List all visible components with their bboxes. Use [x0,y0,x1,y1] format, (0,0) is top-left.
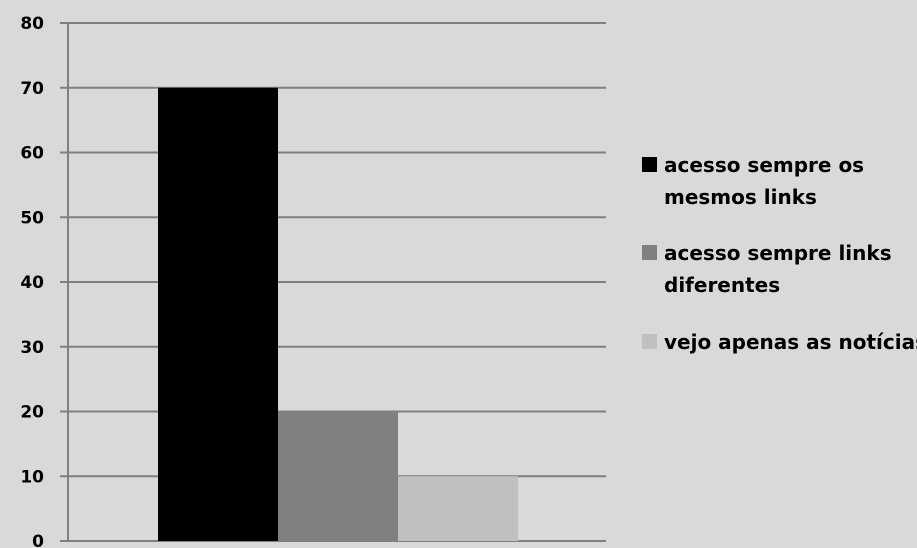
legend-label: vejo apenas as notícias [664,330,917,354]
legend-swatch [642,245,657,260]
bar [398,476,518,541]
y-tick-label: 40 [20,273,44,293]
legend-swatch [642,157,657,172]
y-tick-label: 10 [20,467,44,487]
bars [158,87,518,541]
legend-item: vejo apenas as notícias [642,330,917,354]
y-tick-label: 0 [32,532,44,548]
gridlines [60,22,606,542]
legend-swatch [642,334,657,349]
bar [278,411,398,541]
y-tick-label: 20 [20,403,44,423]
y-axis-tick-labels: 0 10 20 30 40 50 60 70 80 [20,14,44,548]
y-tick-label: 70 [20,79,44,99]
legend-label: acesso sempre links [664,241,892,265]
legend-label: diferentes [664,273,780,297]
legend-item: acesso sempre links diferentes [642,241,892,297]
y-tick-label: 30 [20,338,44,358]
legend-item: acesso sempre os mesmos links [642,153,864,209]
legend-label: acesso sempre os [664,153,864,177]
y-tick-label: 50 [20,208,44,228]
legend-label: mesmos links [664,185,817,209]
y-tick-label: 80 [20,14,44,34]
y-tick-label: 60 [20,144,44,164]
bar [158,87,278,541]
